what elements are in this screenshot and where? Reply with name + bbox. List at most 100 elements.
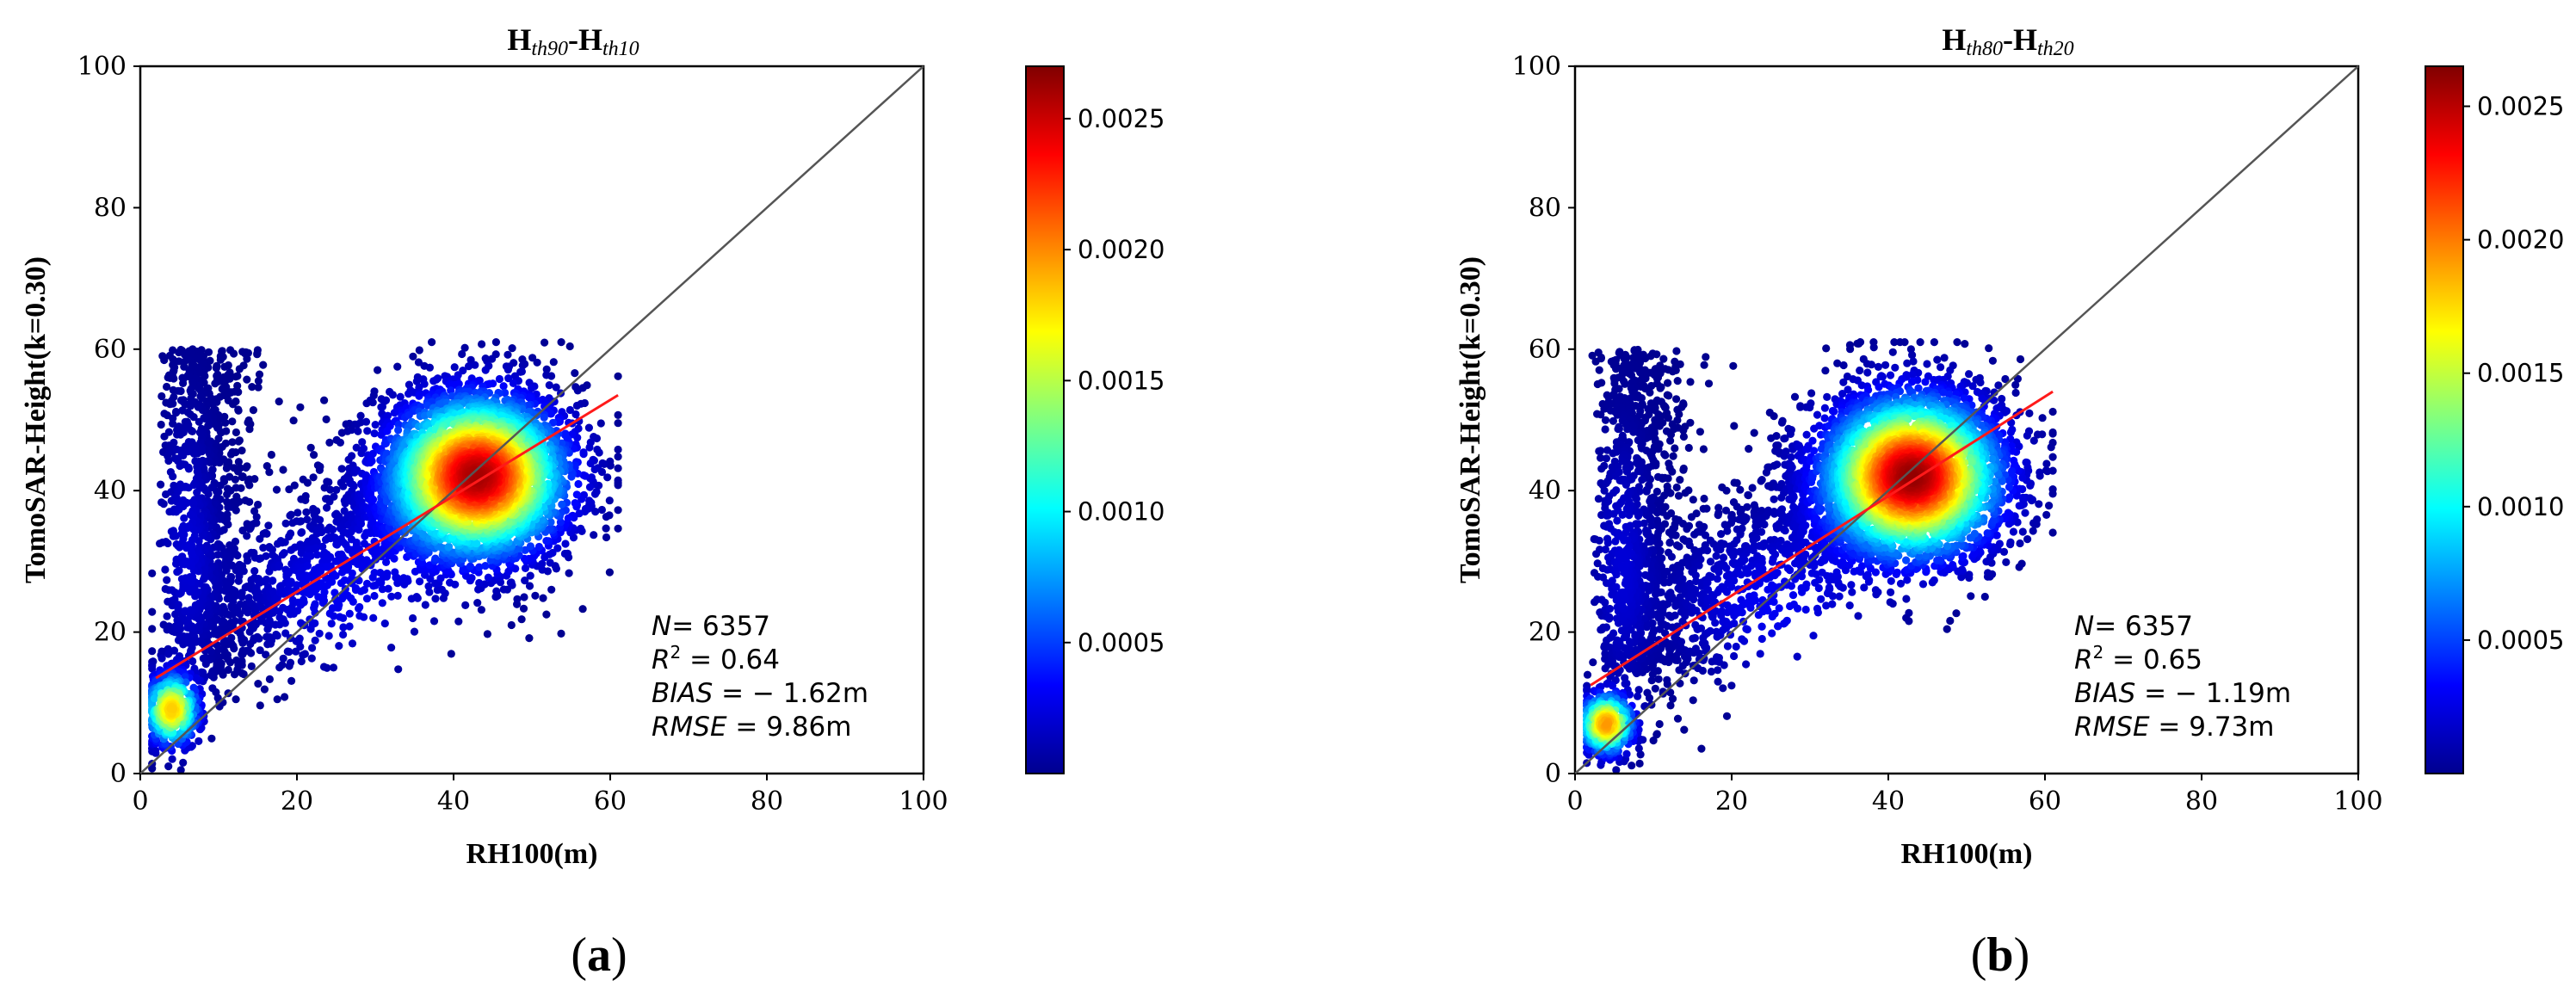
scatter-point: [179, 451, 188, 460]
scatter-point: [265, 616, 274, 625]
scatter-point: [378, 403, 386, 411]
scatter-point: [516, 367, 525, 376]
scatter-point: [239, 567, 248, 576]
scatter-point: [187, 389, 195, 398]
scatter-point: [307, 654, 316, 663]
scatter-point: [519, 604, 528, 613]
scatter-point: [264, 521, 273, 530]
scatter-point: [281, 519, 290, 528]
scatter-point: [176, 766, 185, 774]
scatter-point: [381, 396, 391, 404]
scatter-point: [263, 462, 271, 471]
scatter-point: [204, 422, 213, 430]
scatter-point: [252, 513, 261, 521]
scatter-point: [584, 423, 594, 432]
plot-title: Hth90-Hth10: [507, 22, 639, 60]
scatter-point: [359, 444, 368, 453]
scatter-point: [184, 484, 193, 492]
scatter-point: [158, 654, 166, 663]
scatter-point: [499, 382, 508, 391]
scatter-point: [415, 392, 423, 400]
scatter-point: [308, 644, 317, 652]
scatter-point: [297, 517, 306, 526]
scatter-point: [614, 372, 622, 380]
scatter-point: [164, 428, 173, 436]
scatter-point: [287, 546, 296, 554]
scatter-point: [179, 428, 188, 437]
scatter-point: [458, 349, 466, 359]
scatter-point: [323, 503, 331, 512]
scatter-point: [565, 405, 575, 415]
scatter-point: [290, 481, 299, 490]
scatter-point: [542, 537, 551, 546]
scatter-point: [533, 358, 541, 367]
scatter-point: [184, 543, 193, 552]
scatter-point: [244, 646, 253, 655]
scatter-point: [169, 399, 177, 408]
scatter-point: [356, 520, 366, 528]
scatter-point: [557, 629, 565, 638]
scatter-point: [521, 576, 529, 585]
scatter-point: [336, 438, 344, 447]
scatter-point: [571, 369, 579, 378]
scatter-point: [312, 544, 320, 552]
scatter-point: [223, 490, 232, 499]
scatter-point: [227, 633, 236, 643]
scatter-point: [238, 526, 247, 535]
scatter-point: [170, 392, 178, 402]
scatter-point: [567, 472, 576, 481]
scatter-point: [179, 379, 188, 387]
scatter-point: [362, 595, 372, 603]
scatter-point: [183, 524, 192, 533]
scatter-point: [602, 533, 611, 542]
scatter-point: [157, 480, 165, 489]
scatter-point: [244, 557, 252, 565]
scatter-point: [250, 475, 259, 484]
scatter-point: [262, 575, 271, 584]
scatter-point: [368, 496, 378, 504]
scatter-point: [332, 485, 341, 495]
scatter-point: [590, 490, 600, 498]
scatter-point: [180, 514, 188, 522]
scatter-point: [148, 664, 157, 673]
scatter-point: [245, 481, 254, 490]
scatter-point: [571, 499, 579, 508]
scatter-point: [561, 539, 570, 548]
scatter-point: [272, 630, 281, 639]
scatter-point: [169, 419, 177, 428]
scatter-point: [542, 371, 551, 379]
scatter-point: [425, 363, 434, 372]
scatter-point: [477, 606, 486, 614]
scatter-point: [355, 612, 364, 620]
scatter-point: [378, 585, 386, 594]
scatter-point: [416, 577, 424, 586]
scatter-point: [602, 513, 611, 521]
scatter-point: [319, 663, 329, 671]
scatter-point: [525, 582, 534, 590]
scatter-point: [252, 519, 261, 527]
scatter-point: [352, 443, 361, 452]
scatter-point: [303, 515, 312, 524]
scatter-point: [492, 587, 501, 595]
scatter-point: [348, 639, 357, 648]
scatter-point: [383, 427, 392, 435]
scatter-point: [454, 617, 463, 626]
scatter-point: [245, 497, 254, 507]
scatter-point: [265, 675, 274, 684]
scatter-point: [224, 503, 232, 512]
scatter-point: [187, 606, 195, 614]
scatter-point: [279, 615, 287, 624]
scatter-point: [325, 438, 334, 447]
scatter-point: [311, 600, 319, 608]
scatter-point: [572, 490, 581, 499]
scatter-point: [303, 562, 312, 570]
scatter-point: [285, 532, 293, 541]
scatter-point: [301, 496, 310, 505]
scatter-point: [328, 577, 337, 586]
scatter-point: [164, 762, 173, 771]
scatter-point: [590, 531, 598, 539]
scatter-point: [393, 362, 402, 371]
scatter-point: [508, 344, 516, 353]
scatter-point: [163, 576, 171, 584]
